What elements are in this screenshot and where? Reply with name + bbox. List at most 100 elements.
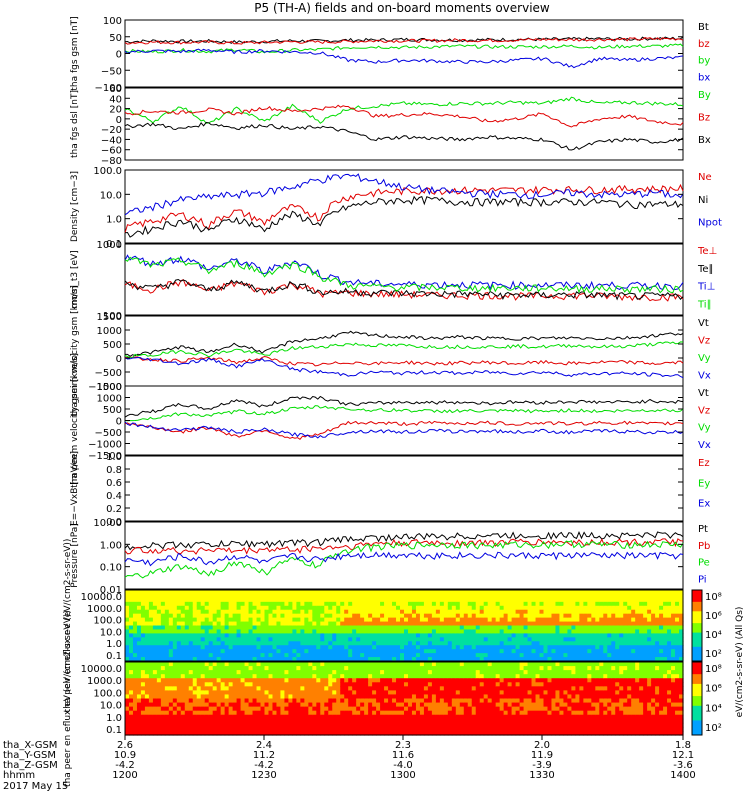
spectrogram-cell	[463, 686, 469, 691]
spectrogram-cell	[336, 590, 341, 595]
spectrogram-cell	[471, 645, 477, 650]
spectrogram-cell	[400, 690, 405, 696]
spectrogram-cell	[515, 682, 521, 687]
spectrogram-cell	[324, 714, 329, 720]
spectrogram-cell	[184, 637, 190, 642]
spectrogram-cell	[384, 726, 389, 732]
spectrogram-cell	[491, 629, 497, 634]
spectrogram-cell	[435, 718, 441, 724]
spectrogram-cell	[248, 682, 254, 687]
spectrogram-cell	[216, 593, 222, 599]
spectrogram-cell	[388, 678, 393, 683]
spectrogram-cell	[411, 621, 417, 627]
spectrogram-cell	[240, 710, 246, 716]
spectrogram-cell	[320, 621, 325, 627]
spectrogram-cell	[304, 653, 309, 658]
series-by-line	[124, 43, 684, 54]
spectrogram-cell	[284, 633, 290, 638]
spectrogram-cell	[208, 710, 214, 716]
spectrogram-cell	[419, 633, 425, 638]
spectrogram-cell	[168, 613, 174, 619]
spectrogram-cell	[591, 609, 596, 615]
spectrogram-cell	[304, 694, 309, 700]
spectrogram-cell	[276, 597, 282, 603]
spectrogram-cell	[204, 722, 210, 728]
spectrogram-cell	[527, 706, 533, 712]
spectrogram-cell	[471, 621, 477, 627]
spectrogram-cell	[443, 653, 449, 658]
spectrogram-cell	[180, 601, 186, 607]
y-tick-label: 0	[116, 354, 122, 365]
spectrogram-cell	[431, 609, 437, 615]
spectrogram-cell	[196, 686, 202, 691]
y-tick-label: 0.2	[106, 504, 122, 515]
spectrogram-cell	[148, 597, 154, 603]
spectrogram-cell	[132, 710, 138, 716]
spectrogram-cell	[591, 613, 596, 619]
spectrogram-cell	[308, 590, 313, 595]
spectrogram-cell	[316, 722, 321, 728]
spectrogram-cell	[125, 718, 130, 724]
spectrogram-cell	[659, 617, 664, 623]
legend-label: Bt	[698, 22, 709, 33]
spectrogram-cell	[192, 605, 198, 611]
spectrogram-cell	[559, 629, 565, 634]
spectrogram-cell	[156, 621, 162, 627]
spectrogram-cell	[423, 726, 429, 732]
spectrogram-cell	[607, 678, 612, 683]
spectrogram-cell	[455, 682, 461, 687]
spectrogram-cell	[276, 613, 282, 619]
spectrogram-cell	[415, 621, 421, 627]
spectrogram-cell	[555, 714, 561, 720]
spectrogram-cell	[555, 686, 561, 691]
spectrogram-cell	[507, 617, 513, 623]
spectrogram-cell	[392, 698, 397, 704]
spectrogram-cell	[304, 730, 309, 736]
spectrogram-cell	[527, 690, 533, 696]
spectrogram-cell	[515, 698, 521, 704]
spectrogram-cell	[184, 633, 190, 638]
spectrogram-cell	[663, 605, 668, 611]
series-te-line	[124, 279, 684, 302]
spectrogram-cell	[415, 702, 421, 708]
panel-frame	[124, 315, 684, 387]
spectrogram-cell	[463, 653, 469, 658]
spectrogram-cell	[539, 694, 545, 700]
spectrogram-cell	[655, 641, 660, 646]
spectrogram-cell	[551, 641, 557, 646]
spectrogram-cell	[563, 637, 569, 642]
spectrogram-cell	[284, 670, 290, 675]
spectrogram-cell	[495, 625, 501, 631]
spectrogram-cell	[260, 694, 266, 700]
spectrogram-cell	[384, 593, 389, 599]
spectrogram-cell	[348, 641, 353, 646]
spectrogram-cell	[132, 629, 138, 634]
spectrogram-cell	[144, 702, 150, 708]
spectrogram-cell	[603, 641, 608, 646]
spectrogram-cell	[164, 698, 170, 704]
spectrogram-cell	[667, 617, 672, 623]
spectrogram-cell	[372, 629, 377, 634]
spectrogram-cell	[228, 625, 234, 631]
spectrogram-cell	[212, 609, 218, 615]
spectrogram-cell	[384, 617, 389, 623]
spectrogram-cell	[244, 702, 250, 708]
spectrogram-cell	[372, 590, 377, 595]
spectrogram-cell	[667, 605, 672, 611]
spectrogram-cell	[336, 714, 341, 720]
spectrogram-cell	[631, 590, 636, 595]
spectrogram-cell	[655, 625, 660, 631]
spectrogram-cell	[415, 698, 421, 704]
spectrogram-cell	[551, 613, 557, 619]
spectrogram-cell	[260, 621, 266, 627]
spectrogram-cell	[248, 706, 254, 712]
spectrogram-cell	[244, 718, 250, 724]
spectrogram-cell	[312, 702, 317, 708]
spectrogram-cell	[360, 702, 365, 708]
spectrogram-cell	[551, 714, 557, 720]
spectrogram-cell	[292, 730, 297, 736]
spectrogram-cell	[340, 617, 345, 623]
spectrogram-cell	[583, 645, 588, 650]
spectrogram-cell	[300, 706, 305, 712]
spectrogram-cell	[559, 678, 565, 683]
